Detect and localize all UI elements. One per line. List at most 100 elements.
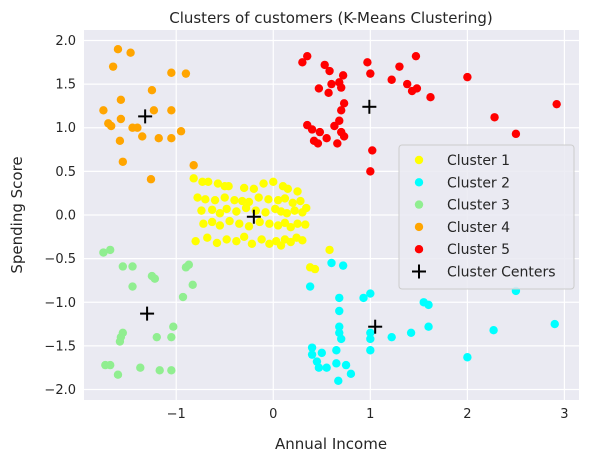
data-point xyxy=(317,348,326,358)
data-point xyxy=(335,322,344,331)
data-point xyxy=(325,245,334,255)
data-point xyxy=(191,236,200,246)
data-point xyxy=(115,136,125,146)
data-point xyxy=(511,129,521,139)
data-point xyxy=(489,325,498,335)
data-point xyxy=(412,84,422,93)
data-point xyxy=(116,95,126,105)
center-marker xyxy=(140,306,155,321)
legend-item: Cluster Centers xyxy=(412,264,556,281)
data-point xyxy=(276,241,286,250)
data-point xyxy=(335,306,344,316)
y-tick-label: −1.0 xyxy=(44,296,76,311)
y-tick-label: 1.0 xyxy=(55,121,76,136)
data-point xyxy=(403,79,412,89)
legend-marker xyxy=(414,245,424,254)
data-point xyxy=(322,363,331,372)
data-point xyxy=(222,235,231,244)
chart-title: Clusters of customers (K-Means Clusterin… xyxy=(169,9,493,27)
data-point xyxy=(99,106,108,115)
data-point xyxy=(273,221,283,230)
data-point xyxy=(207,217,217,227)
data-point xyxy=(128,282,137,291)
data-point xyxy=(257,235,266,244)
data-point xyxy=(197,206,206,215)
center-marker xyxy=(246,209,261,224)
data-point xyxy=(395,62,404,71)
data-point xyxy=(324,88,333,98)
data-point xyxy=(387,75,396,84)
legend-marker xyxy=(414,155,424,165)
data-point xyxy=(201,195,210,204)
data-point xyxy=(193,193,202,202)
data-point xyxy=(207,205,217,214)
data-point xyxy=(463,72,472,82)
legend-label: Cluster 2 xyxy=(447,175,510,191)
data-point xyxy=(286,237,295,247)
data-point xyxy=(232,236,241,246)
data-point xyxy=(167,366,176,375)
data-point xyxy=(239,232,249,242)
data-point xyxy=(238,196,247,206)
y-tick-label: 2.0 xyxy=(55,34,76,49)
data-point xyxy=(286,223,295,232)
data-point xyxy=(310,264,320,274)
data-point xyxy=(113,370,123,379)
data-point xyxy=(298,58,307,67)
legend-box xyxy=(398,144,575,290)
data-point xyxy=(249,184,259,194)
series-2 xyxy=(305,258,559,386)
x-tick-label: 2 xyxy=(463,407,471,422)
data-point xyxy=(307,350,317,359)
series-1 xyxy=(189,174,334,274)
data-point xyxy=(303,51,312,61)
data-point xyxy=(169,322,178,331)
data-point xyxy=(280,194,290,203)
x-axis-title: Annual Income xyxy=(275,435,387,453)
data-point xyxy=(314,363,324,372)
y-tick-label: −1.5 xyxy=(44,339,76,354)
data-point xyxy=(339,99,349,108)
data-point xyxy=(150,274,160,283)
legend-marker xyxy=(414,200,424,209)
data-point xyxy=(204,177,213,187)
data-point xyxy=(149,106,159,115)
data-point xyxy=(176,127,186,136)
data-point xyxy=(181,69,191,78)
data-point xyxy=(189,174,198,183)
data-point xyxy=(167,106,176,115)
data-point xyxy=(146,175,156,184)
data-point xyxy=(113,44,123,54)
data-point xyxy=(273,195,283,205)
data-point xyxy=(167,332,176,342)
series-5 xyxy=(298,51,561,176)
data-point xyxy=(426,92,435,102)
data-point xyxy=(99,248,108,257)
data-point xyxy=(338,261,348,270)
data-point xyxy=(213,179,223,188)
y-tick-label: 0.5 xyxy=(55,165,76,180)
series-3 xyxy=(99,245,197,379)
data-point xyxy=(411,51,421,61)
data-point xyxy=(338,71,348,80)
data-point xyxy=(332,346,341,355)
data-point xyxy=(366,167,375,176)
data-point xyxy=(550,319,559,329)
legend-item: Cluster 3 xyxy=(414,198,510,214)
data-point xyxy=(280,218,290,228)
data-point xyxy=(290,206,299,215)
data-point xyxy=(220,193,229,202)
data-point xyxy=(265,239,274,248)
data-point xyxy=(199,219,208,228)
data-point xyxy=(296,196,305,206)
data-point xyxy=(406,328,416,338)
x-tick-label: 1 xyxy=(366,407,374,422)
data-point xyxy=(116,114,126,124)
data-point xyxy=(244,222,254,231)
data-point xyxy=(210,195,220,205)
data-point xyxy=(424,322,433,331)
legend-item: Cluster 1 xyxy=(414,153,510,169)
data-point xyxy=(337,106,346,115)
data-point xyxy=(337,83,346,92)
